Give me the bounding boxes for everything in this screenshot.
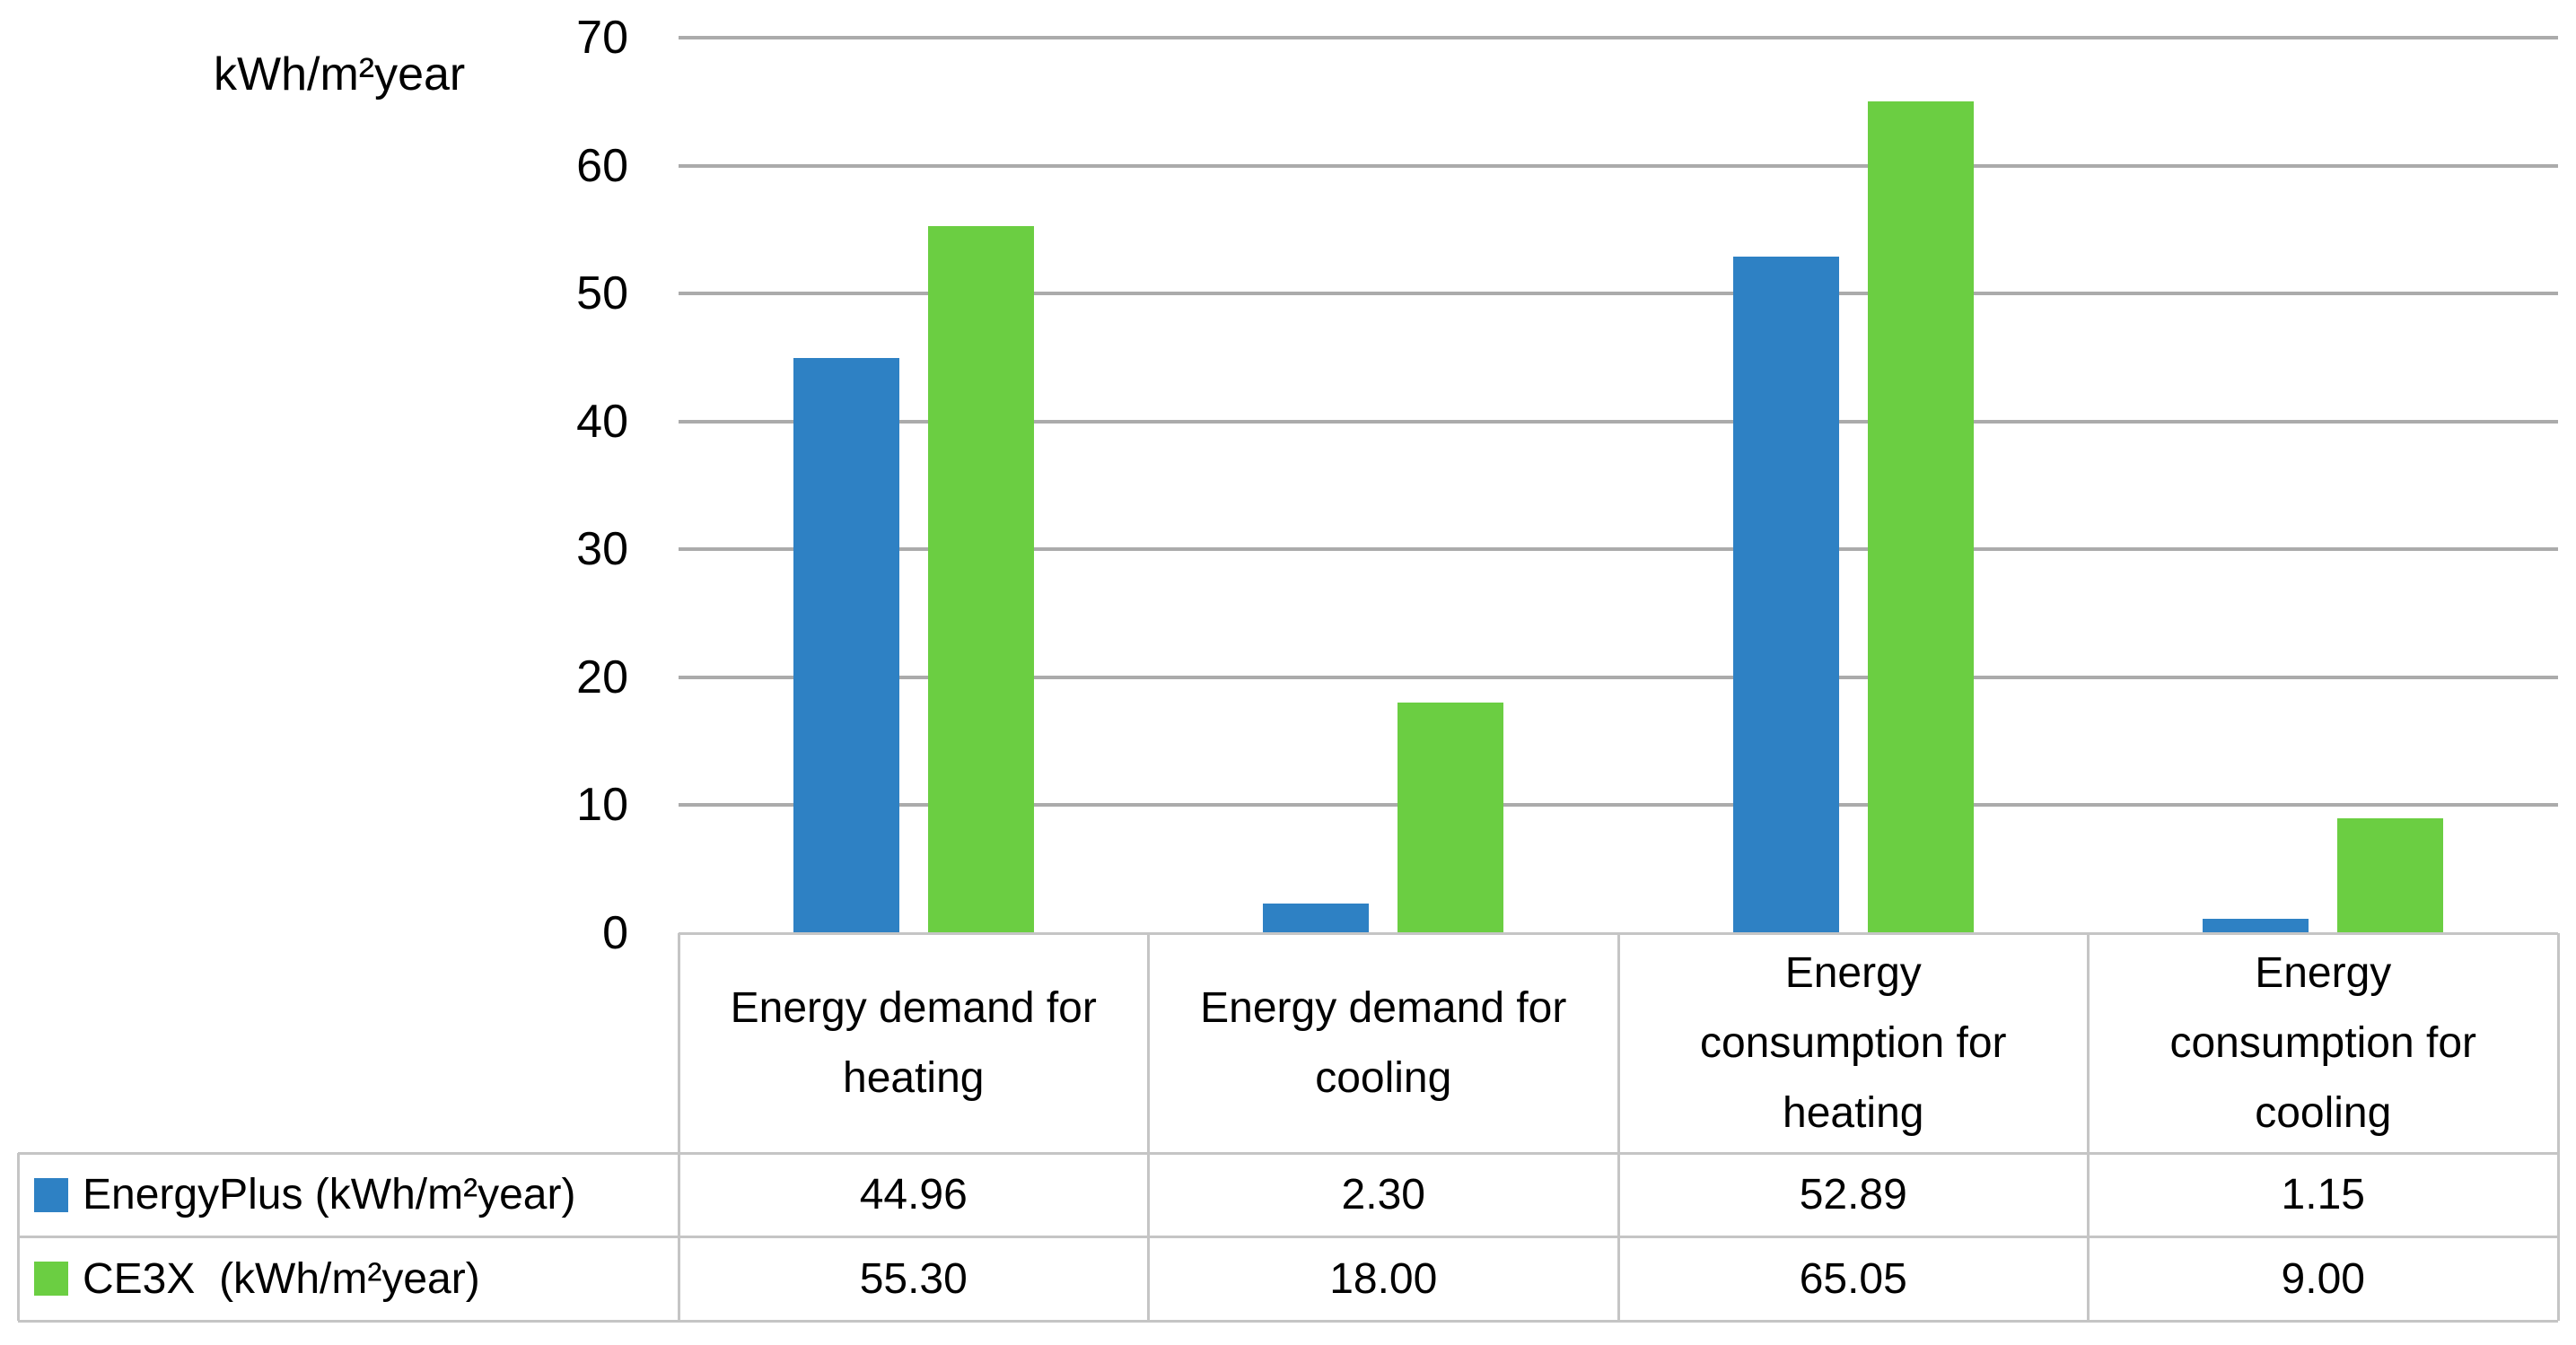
category-header-line: cooling	[1315, 1053, 1452, 1102]
gridline-20	[679, 675, 2558, 679]
bar-energyplus-2	[1732, 256, 1839, 933]
table-vborder-3	[1617, 933, 1620, 1321]
y-tick-label-20: 20	[576, 651, 628, 703]
gridline-50	[679, 292, 2558, 296]
legend-row-ce3x: CE3X (kWh/m²year)	[18, 1237, 679, 1322]
y-axis-title: kWh/m²year	[214, 48, 466, 100]
category-header-line: Energy demand for	[1200, 983, 1567, 1032]
value-cell-ce3x-3: 9.00	[2281, 1254, 2365, 1303]
bar-ce3x-2	[1867, 100, 1974, 933]
table-vborder-0	[16, 1153, 20, 1321]
y-tick-label-50: 50	[576, 267, 628, 320]
category-header-0: Energy demand for heating	[679, 933, 1149, 1153]
category-header-line: consumption for	[1699, 1018, 2007, 1067]
y-tick-label-70: 70	[576, 12, 628, 64]
y-tick-label-40: 40	[576, 395, 628, 448]
category-header-line: consumption for	[2169, 1018, 2476, 1067]
table-hborder-3	[18, 1319, 2558, 1323]
table-vborder-1	[677, 933, 680, 1321]
category-header-line: Energy demand for	[730, 983, 1097, 1032]
value-cell-ce3x-1: 18.00	[1329, 1254, 1438, 1303]
bar-ce3x-0	[927, 225, 1034, 933]
value-cell-ce3x-2: 65.05	[1799, 1254, 1907, 1303]
value-cell-energyplus-0: 44.96	[859, 1171, 968, 1219]
category-header-line: cooling	[2255, 1088, 2392, 1137]
bar-ce3x-1	[1398, 703, 1504, 933]
gridline-70	[679, 36, 2558, 39]
category-header-2: Energy consumption for heating	[1618, 933, 2089, 1153]
bar-energyplus-1	[1263, 904, 1370, 933]
table-vborder-2	[1147, 933, 1150, 1321]
legend-row-energyplus: EnergyPlus (kWh/m²year)	[18, 1153, 679, 1237]
bar-ce3x-3	[2337, 817, 2444, 933]
category-header-line: heating	[843, 1053, 985, 1102]
gridline-40	[679, 419, 2558, 424]
table-hborder-2	[18, 1236, 2558, 1238]
category-header-line: Energy	[1784, 948, 1922, 997]
value-cell-energyplus-3: 1.15	[2281, 1171, 2365, 1219]
y-tick-label-0: 0	[602, 907, 628, 959]
legend-swatch-energyplus	[34, 1177, 68, 1212]
gridline-10	[679, 803, 2558, 808]
value-cell-ce3x-0: 55.30	[859, 1254, 968, 1303]
category-header-1: Energy demand for cooling	[1149, 933, 1619, 1153]
legend-swatch-ce3x	[34, 1262, 68, 1297]
category-header-line: Energy	[2255, 948, 2392, 997]
bar-energyplus-0	[793, 357, 899, 933]
table-hborder-1	[18, 1151, 2558, 1155]
legend-label-ce3x: CE3X (kWh/m²year)	[83, 1254, 480, 1303]
y-tick-label-60: 60	[576, 139, 628, 192]
category-header-3: Energy consumption for cooling	[2089, 933, 2559, 1153]
legend-label-energyplus: EnergyPlus (kWh/m²year)	[83, 1171, 576, 1219]
value-cell-energyplus-1: 2.30	[1341, 1171, 1425, 1219]
gridline-60	[679, 163, 2558, 168]
y-tick-label-30: 30	[576, 523, 628, 576]
gridline-30	[679, 547, 2558, 552]
category-header-line: heating	[1783, 1088, 1924, 1137]
value-cell-energyplus-2: 52.89	[1799, 1171, 1907, 1219]
table-vborder-5	[2556, 933, 2560, 1321]
table-vborder-4	[2087, 933, 2090, 1321]
bar-energyplus-3	[2203, 918, 2309, 933]
y-tick-label-10: 10	[576, 779, 628, 832]
